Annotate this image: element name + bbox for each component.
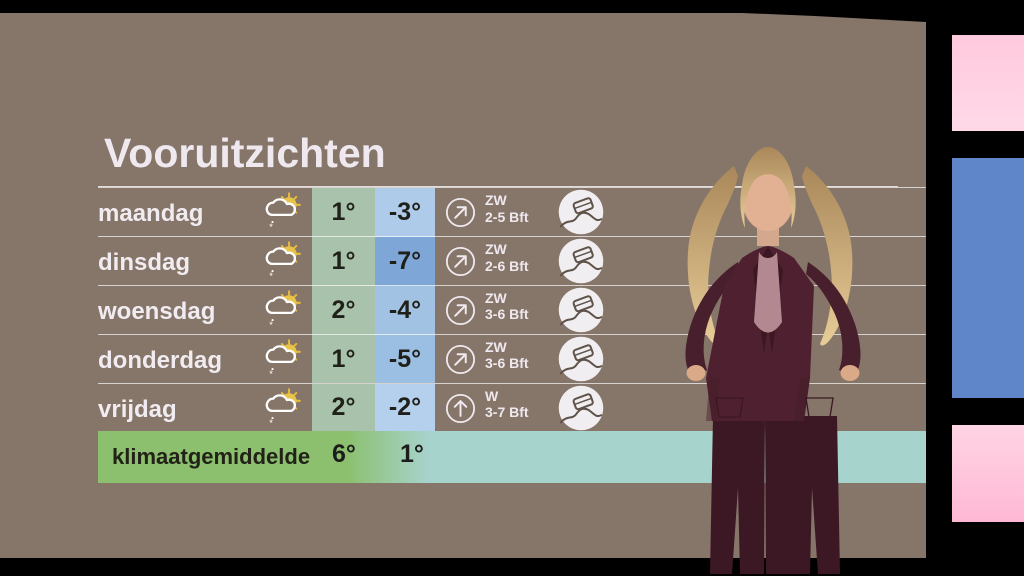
svg-text:*: * xyxy=(269,417,273,427)
svg-text:*: * xyxy=(269,222,273,232)
svg-text:*: * xyxy=(269,369,273,379)
svg-text:*: * xyxy=(269,271,273,281)
svg-text:*: * xyxy=(269,320,273,330)
